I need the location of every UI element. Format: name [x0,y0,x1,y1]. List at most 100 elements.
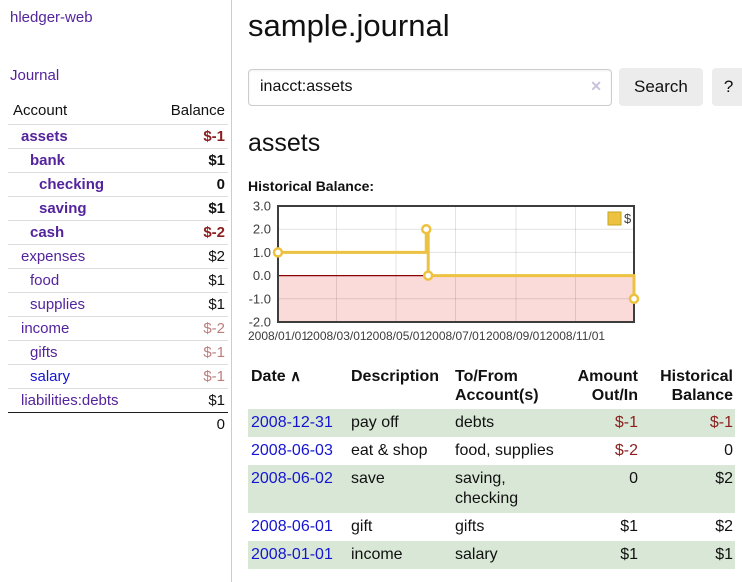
transaction-amount: $1 [564,541,640,569]
y-tick-label: 0.0 [253,268,271,283]
y-tick-label: 1.0 [253,245,271,260]
transaction-date-link[interactable]: 2008-06-03 [251,442,333,459]
search-bar: ✕ Search ? [248,68,742,106]
help-button[interactable]: ? [711,68,742,106]
account-row-expenses: expenses $2 [8,244,228,269]
transaction-accounts: debts [452,409,564,437]
transaction-date-link[interactable]: 2008-06-01 [251,518,333,535]
accounts-total-balance: 0 [216,416,225,433]
account-balance: $2 [208,248,225,265]
register-row: 2008-01-01 income salary $1 $1 [248,541,735,569]
search-input[interactable] [248,68,612,106]
register-row: 2008-06-01 gift gifts $1 $2 [248,513,735,541]
x-tick-label: 2008/07/01 [425,329,485,343]
accounts-header-row: Account Balance [8,99,228,125]
account-link-cash[interactable]: cash [30,224,65,241]
account-balance: $1 [208,200,225,217]
register-row: 2008-06-02 save saving, checking 0 $2 [248,465,735,513]
transaction-balance: $2 [640,465,735,513]
account-link-food[interactable]: food [30,272,60,289]
negative-region [278,275,634,322]
account-balance: $-2 [203,224,225,241]
transaction-balance: $2 [715,518,733,535]
account-balance: $-1 [203,368,225,385]
account-row-checking: checking 0 [8,172,228,197]
nav-journal-link[interactable]: Journal [10,67,60,84]
transaction-balance: 0 [724,442,733,459]
account-link-assets[interactable]: assets [21,128,68,145]
account-balance: $1 [208,272,225,289]
data-point-marker [272,247,284,258]
transaction-description: pay off [348,409,452,437]
historical-balance-chart[interactable]: $3.0 2.0 1.0 0.0 -1.0 -2.0 2008/01/01 2008/03/0… [248,199,648,349]
y-tick-label: 2.0 [253,222,271,237]
account-balance: $-1 [203,128,225,145]
transaction-amount: $-1 [564,409,640,437]
sort-ascending-icon: ∧ [290,368,302,385]
register-header-accounts: To/From Account(s) [455,368,539,404]
search-button[interactable]: Search [619,68,703,106]
account-balance: $1 [208,296,225,313]
transaction-description: eat & shop [351,442,428,459]
transaction-amount: $1 [620,518,638,535]
account-row-income: income $-2 [8,316,228,341]
x-tick-label: 2008/11/01 [546,329,605,343]
account-link-supplies[interactable]: supplies [30,296,86,313]
account-link-expenses[interactable]: expenses [21,248,86,265]
y-tick-label: -1.0 [249,291,271,306]
y-tick-label: 3.0 [253,199,271,214]
transaction-date-link[interactable]: 2008-01-01 [251,546,333,563]
chart-title: Historical Balance: [248,178,375,194]
account-balance: $1 [208,152,225,169]
transaction-date-link[interactable]: 2008-06-02 [251,470,333,487]
account-row-gifts: gifts $-1 [8,340,228,365]
x-tick-label: 2008/05/01 [366,329,426,343]
account-link-checking[interactable]: checking [39,176,105,193]
account-balance: 0 [216,176,225,193]
data-point-marker [422,270,434,281]
sidebar-divider [231,0,232,582]
transaction-amount: 0 [564,465,640,513]
account-link-liabilities-debts[interactable]: liabilities:debts [21,392,119,409]
accounts-total-row: 0 [8,412,228,437]
register-header-description: Description [351,368,440,385]
balance-chart-svg: $3.0 2.0 1.0 0.0 -1.0 -2.02008/01/012008/03/0… [248,199,640,343]
app-brand-link[interactable]: hledger-web [10,9,93,26]
transaction-description: save [348,465,452,513]
account-link-gifts[interactable]: gifts [30,344,58,361]
x-tick-label: 2008/09/01 [486,329,546,343]
register-header-amount: Amount Out/In [577,368,638,404]
legend-label: $ [624,211,632,226]
y-tick-label: -2.0 [249,315,271,330]
transaction-description: gift [351,518,373,535]
account-row-cash: cash $-2 [8,220,228,245]
accounts-header-balance: Balance [170,102,225,119]
x-tick-label: 2008/03/01 [306,329,366,343]
account-link-bank[interactable]: bank [30,152,66,169]
transaction-amount: $-2 [614,442,638,459]
account-row-assets: assets $-1 [8,124,228,149]
account-row-supplies: supplies $1 [8,292,228,317]
transaction-accounts: salary [452,541,564,569]
account-row-bank: bank $1 [8,148,228,173]
account-row-liabilities-debts: liabilities:debts $1 [8,388,228,413]
x-tick-label: 2008/01/01 [248,329,308,343]
register-header-balance: Historical Balance [660,368,733,404]
account-row-saving: saving $1 [8,196,228,221]
account-link-income[interactable]: income [21,320,70,337]
transaction-accounts: gifts [455,518,485,535]
account-row-food: food $1 [8,268,228,293]
account-link-saving[interactable]: saving [39,200,87,217]
transaction-description: income [348,541,452,569]
transaction-date-link[interactable]: 2008-12-31 [251,414,333,431]
transaction-accounts: saving, checking [452,465,564,513]
register-row: 2008-06-03 eat & shop food, supplies $-2… [248,437,735,465]
account-link-salary[interactable]: salary [30,368,71,385]
main-content: sample.journal ✕ Search ? assets Histori… [248,0,742,569]
clear-search-icon[interactable]: ✕ [590,77,602,94]
register-header-date[interactable]: Date ∧ [248,365,348,409]
data-point-marker [421,223,432,235]
transaction-balance: $1 [640,541,735,569]
accounts-header-account: Account [13,102,68,119]
